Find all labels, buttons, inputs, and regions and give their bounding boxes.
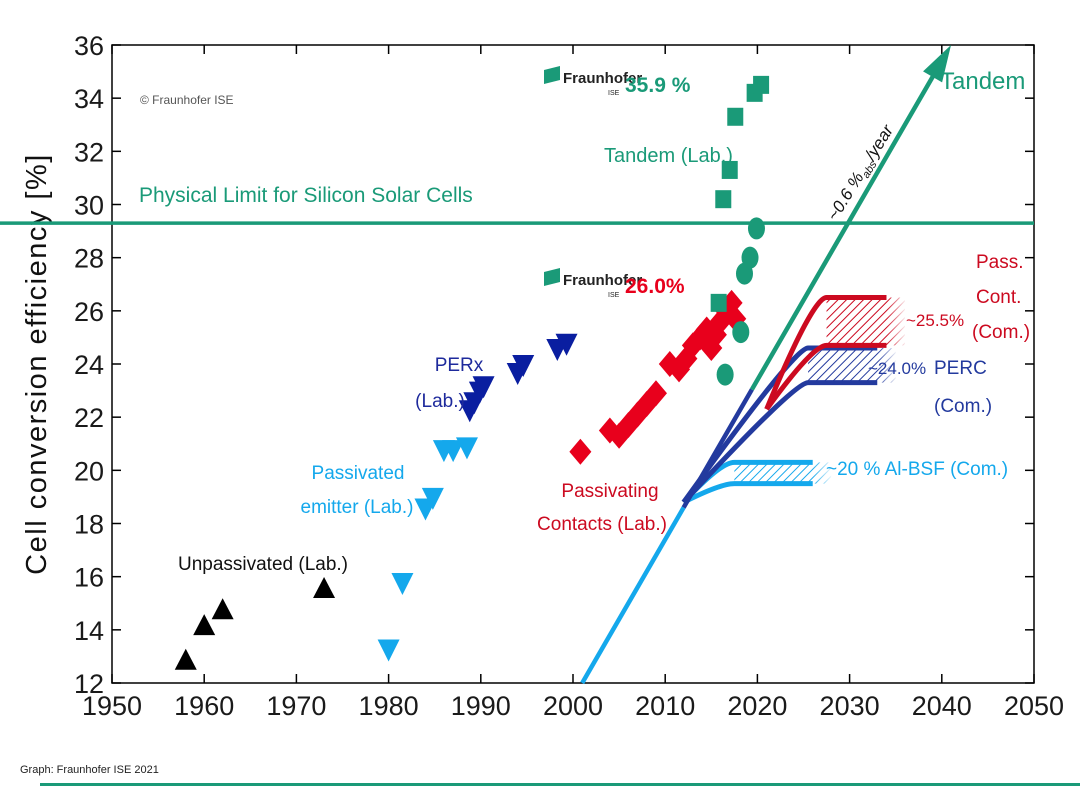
fraunhofer-logo-mark bbox=[544, 268, 560, 286]
x-tick-label: 1950 bbox=[82, 691, 142, 721]
pass-cont-com-label-line3: (Com.) bbox=[972, 322, 1030, 343]
triangle-up-point bbox=[313, 576, 336, 598]
band-fade bbox=[877, 345, 898, 386]
fraunhofer-logo-silicon: Fraunhofer ISE 26.0% bbox=[544, 268, 685, 299]
y-tick-label: 36 bbox=[74, 31, 104, 61]
band-lower-curve bbox=[681, 380, 878, 504]
fraunhofer-logo-name: Fraunhofer bbox=[563, 70, 642, 87]
tandem-lab-label: Tandem (Lab.) bbox=[604, 145, 733, 167]
y-tick-label: 30 bbox=[74, 191, 104, 221]
pass-cont-com-label-line2: Cont. bbox=[976, 287, 1021, 308]
x-tick-label: 2030 bbox=[820, 691, 880, 721]
physical-limit-label: Physical Limit for Silicon Solar Cells bbox=[139, 184, 473, 207]
triangle-down-point bbox=[421, 487, 444, 510]
slope-label: ~0.6 %abs/year bbox=[823, 121, 900, 226]
y-tick-label: 16 bbox=[74, 563, 104, 593]
x-tick-label: 1980 bbox=[359, 691, 419, 721]
fraunhofer-logo-mark bbox=[544, 66, 560, 84]
tandem-trend-label: Tandem bbox=[940, 68, 1025, 95]
al-bsf-com-label: ~20 % Al-BSF (Com.) bbox=[826, 459, 1008, 480]
x-tick-label: 1990 bbox=[451, 691, 511, 721]
band-upper-curve bbox=[764, 295, 887, 411]
band-fade bbox=[886, 294, 907, 349]
tandem-arrow-head bbox=[923, 45, 952, 83]
y-tick-label: 20 bbox=[74, 456, 104, 486]
triangle-down-point bbox=[377, 639, 400, 662]
triangle-up-point bbox=[174, 648, 197, 670]
diamond-point bbox=[569, 438, 592, 465]
band-fade bbox=[812, 459, 834, 487]
footer-credit: Graph: Fraunhofer ISE 2021 bbox=[20, 764, 159, 776]
perc-com-sub: (Com.) bbox=[934, 396, 992, 417]
circle-point bbox=[741, 246, 759, 269]
square-point bbox=[727, 107, 744, 126]
y-tick-label: 12 bbox=[74, 669, 104, 699]
diamond-point bbox=[644, 380, 667, 407]
fraunhofer-logo-tandem: Fraunhofer ISE 35.9 % bbox=[544, 66, 691, 97]
trend-line-tandem bbox=[749, 59, 944, 391]
perc-com-name: PERC bbox=[934, 358, 987, 379]
square-point bbox=[721, 160, 738, 179]
passivated-emitter-label-line2: emitter (Lab.) bbox=[301, 497, 414, 518]
triangle-up-point bbox=[193, 614, 216, 636]
pass-cont-com-value: ~25.5% bbox=[906, 311, 964, 330]
square-point bbox=[710, 293, 727, 312]
footer-divider bbox=[40, 783, 1080, 786]
y-tick-label: 28 bbox=[74, 244, 104, 274]
perc-com-value: ~24.0% bbox=[868, 359, 926, 378]
y-axis-title: Cell conversion efficiency [%] bbox=[21, 153, 53, 575]
passivated-emitter-label-line1: Passivated bbox=[312, 463, 405, 484]
circle-point bbox=[716, 363, 734, 386]
triangle-down-point bbox=[455, 437, 478, 460]
band-hatch bbox=[734, 462, 832, 484]
axis-ticks: 1950 1960 1970 1980 1990 2000 2010 2020 2030 2040… bbox=[74, 31, 1064, 721]
passivating-contacts-label-line2: Contacts (Lab.) bbox=[537, 514, 667, 535]
record-silicon-value: 26.0% bbox=[625, 275, 685, 298]
x-tick-label: 2010 bbox=[635, 691, 695, 721]
commercial-bands bbox=[681, 294, 907, 505]
circle-point bbox=[732, 321, 750, 344]
band-lower-curve bbox=[682, 481, 813, 505]
passivating-contacts-label-line1: Passivating bbox=[561, 481, 658, 502]
unpassivated-label: Unpassivated (Lab.) bbox=[178, 554, 348, 575]
square-point bbox=[753, 75, 770, 94]
triangle-up-point bbox=[211, 598, 234, 620]
record-tandem-value: 35.9 % bbox=[625, 74, 691, 97]
triangle-down-point bbox=[555, 333, 578, 356]
x-tick-label: 2040 bbox=[912, 691, 972, 721]
copyright-text: © Fraunhofer ISE bbox=[140, 93, 234, 107]
y-tick-label: 18 bbox=[74, 510, 104, 540]
x-tick-label: 2000 bbox=[543, 691, 603, 721]
triangle-down-point bbox=[442, 440, 465, 463]
triangle-down-point bbox=[472, 376, 495, 399]
perx-label-line2: (Lab.) bbox=[415, 391, 465, 412]
fraunhofer-logo-name: Fraunhofer bbox=[563, 272, 642, 289]
square-point bbox=[715, 190, 732, 209]
trend-line-middle bbox=[681, 388, 754, 509]
triangle-down-point bbox=[391, 572, 414, 595]
fraunhofer-logo-sub: ISE bbox=[608, 292, 620, 299]
y-tick-label: 26 bbox=[74, 297, 104, 327]
y-tick-label: 32 bbox=[74, 137, 104, 167]
y-tick-label: 22 bbox=[74, 403, 104, 433]
fraunhofer-logo-sub: ISE bbox=[608, 90, 620, 97]
band-hatch bbox=[826, 297, 905, 346]
perx-label-line1: PERx bbox=[435, 355, 484, 376]
band-lower-curve bbox=[764, 342, 887, 411]
y-tick-label: 24 bbox=[74, 350, 104, 380]
x-tick-label: 1960 bbox=[174, 691, 234, 721]
band-hatch bbox=[808, 348, 896, 383]
trend-line-lower bbox=[580, 506, 686, 685]
y-tick-label: 34 bbox=[74, 84, 104, 114]
x-tick-label: 1970 bbox=[266, 691, 326, 721]
x-tick-label: 2020 bbox=[727, 691, 787, 721]
pass-cont-com-label-line1: Pass. bbox=[976, 252, 1024, 273]
triangle-down-point bbox=[512, 355, 535, 377]
circle-point bbox=[747, 217, 765, 240]
x-tick-label: 2050 bbox=[1004, 691, 1064, 721]
data-points bbox=[174, 75, 770, 670]
y-tick-label: 14 bbox=[74, 616, 104, 646]
